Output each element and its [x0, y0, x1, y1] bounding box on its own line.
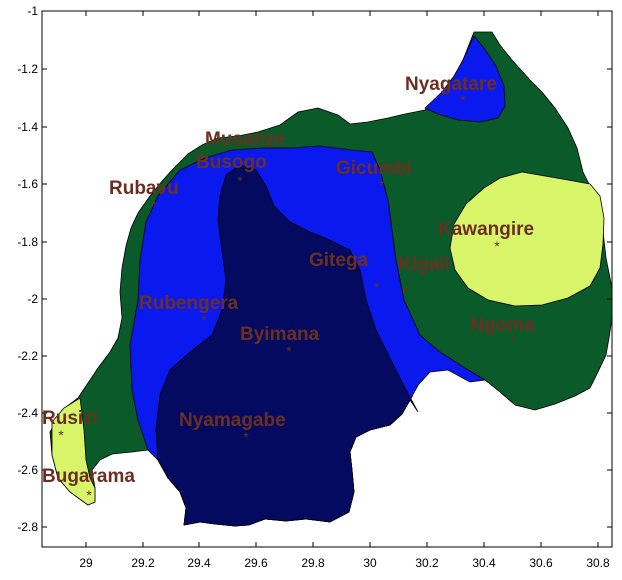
x-axis-labels: 29 29.2 29.4 29.6 29.8 30 30.2 30.4 30.6… [79, 556, 610, 570]
x-tick-label: 29.2 [131, 556, 155, 570]
y-tick-label: -1.4 [17, 120, 38, 134]
station-label-nyamagabe: Nyamagabe [179, 410, 286, 431]
station-label-busogo: Busogo [196, 152, 267, 173]
station-label-byimana: Byimana [240, 324, 320, 345]
station-marker-musanze: * [237, 173, 243, 189]
y-axis-ticks [42, 10, 612, 528]
y-axis-labels: -1 -1.2 -1.4 -1.6 -1.8 -2 -2.2 -2.4 -2.6… [17, 4, 38, 534]
x-tick-label: 29 [79, 556, 93, 570]
station-label-rusizi: Rusizi [42, 408, 98, 429]
x-tick-label: 29.4 [187, 556, 211, 570]
station-marker-rubavu: * [151, 197, 157, 213]
station-label-gitega: Gitega [309, 250, 369, 271]
x-tick-label: 30.2 [415, 556, 439, 570]
station-marker-kigali: * [402, 284, 408, 300]
y-tick-label: -1.8 [17, 235, 38, 249]
y-tick-label: -1.6 [17, 177, 38, 191]
station-label-rubengera: Rubengera [139, 293, 239, 314]
region-navy [155, 164, 419, 527]
station-marker-gitega: * [374, 279, 380, 295]
x-tick-label: 30.4 [472, 556, 496, 570]
station-marker-byimana: * [286, 343, 292, 359]
station-label-bugarama: Bugarama [42, 466, 135, 487]
y-tick-label: -2.6 [17, 463, 38, 477]
station-label-ngoma: Ngoma [470, 315, 535, 336]
x-tick-label: 29.6 [244, 556, 268, 570]
y-tick-label: -1 [27, 4, 38, 18]
x-tick-label: 30.6 [529, 556, 553, 570]
station-marker-rubengera: * [201, 312, 207, 328]
y-tick-label: -2.4 [17, 406, 38, 420]
region-light-green-southwest [51, 397, 96, 506]
x-axis-ticks [85, 11, 599, 547]
station-marker-nyamagabe: * [243, 429, 249, 445]
station-label-nyagatare: Nyagatare [405, 74, 497, 95]
station-marker-gicumbi: * [379, 177, 385, 193]
y-tick-label: -1.2 [17, 62, 38, 76]
station-label-kigali: Kigali [398, 254, 450, 275]
station-labels: Nyagatare Musanze Busogo Gicumbi Rubavu … [42, 74, 535, 487]
y-tick-label: -2.8 [17, 520, 38, 534]
x-tick-label: 29.8 [301, 556, 325, 570]
station-label-rubavu: Rubavu [109, 178, 179, 199]
y-tick-label: -2.2 [17, 349, 38, 363]
station-marker-bugarama: * [86, 487, 92, 503]
x-tick-label: 30.8 [586, 556, 610, 570]
station-marker-nyagatare: * [460, 92, 466, 108]
station-label-gicumbi: Gicumbi [336, 158, 412, 179]
region-light-green-east [449, 171, 605, 307]
region-blue-north [424, 35, 506, 123]
station-label-kawangire: Kawangire [438, 219, 534, 240]
station-marker-kawangire: * [494, 238, 500, 254]
x-tick-label: 30 [363, 556, 377, 570]
station-marker-rusizi: * [58, 427, 64, 443]
y-tick-label: -2 [27, 292, 38, 306]
station-markers: * * * * * * * * * * * * * [58, 92, 516, 503]
station-label-musanze: Musanze [205, 129, 285, 150]
station-marker-ngoma: * [510, 334, 516, 350]
